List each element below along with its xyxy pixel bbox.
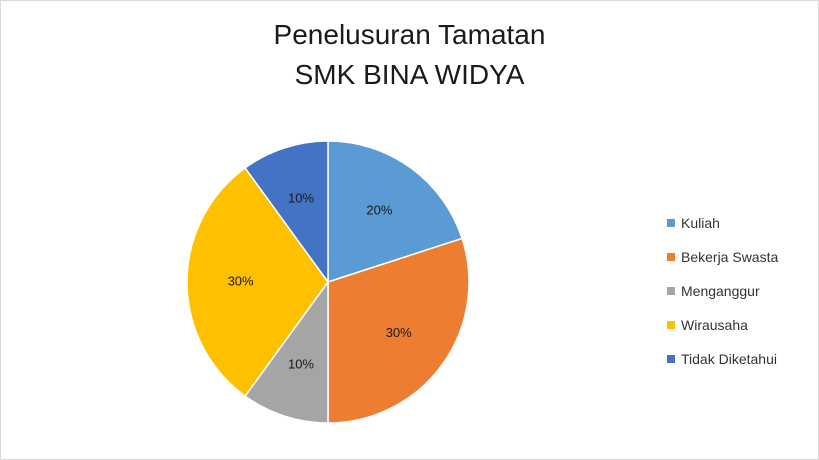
legend-label: Wirausaha [681, 317, 748, 333]
pie-slice-tidak-diketahui [244, 140, 329, 285]
legend-item-kuliah: Kuliah [667, 206, 778, 240]
data-label-wirausaha: 30% [228, 273, 254, 288]
legend-swatch [667, 321, 675, 329]
data-label-kuliah: 20% [366, 203, 392, 218]
legend-item-wirausaha: Wirausaha [667, 308, 778, 342]
pie-slice-kuliah [327, 140, 464, 284]
legend-swatch [667, 253, 675, 261]
data-label-bekerja-swasta: 30% [386, 325, 412, 340]
pie-slice-bekerja-swasta [327, 237, 470, 424]
legend-label: Tidak Diketahui [681, 351, 777, 367]
legend-swatch [667, 287, 675, 295]
legend-label: Menganggur [681, 283, 760, 299]
data-label-tidak-diketahui: 10% [288, 190, 314, 205]
legend-label: Bekerja Swasta [681, 249, 779, 265]
chart-legend: Kuliah Bekerja Swasta Menganggur Wirausa… [667, 206, 778, 376]
pie-slice-menganggur [244, 279, 329, 424]
legend-item-tidak-diketahui: Tidak Diketahui [667, 342, 778, 376]
data-label-menganggur: 10% [288, 357, 314, 372]
pie-slice-wirausaha [186, 166, 329, 398]
legend-swatch [667, 219, 675, 227]
legend-label: Kuliah [681, 215, 720, 231]
legend-item-menganggur: Menganggur [667, 274, 778, 308]
legend-item-bekerja-swasta: Bekerja Swasta [667, 240, 778, 274]
chart-title-line-2: SMK BINA WIDYA [294, 59, 525, 90]
legend-swatch [667, 355, 675, 363]
chart-title-line-1: Penelusuran Tamatan [273, 19, 546, 50]
